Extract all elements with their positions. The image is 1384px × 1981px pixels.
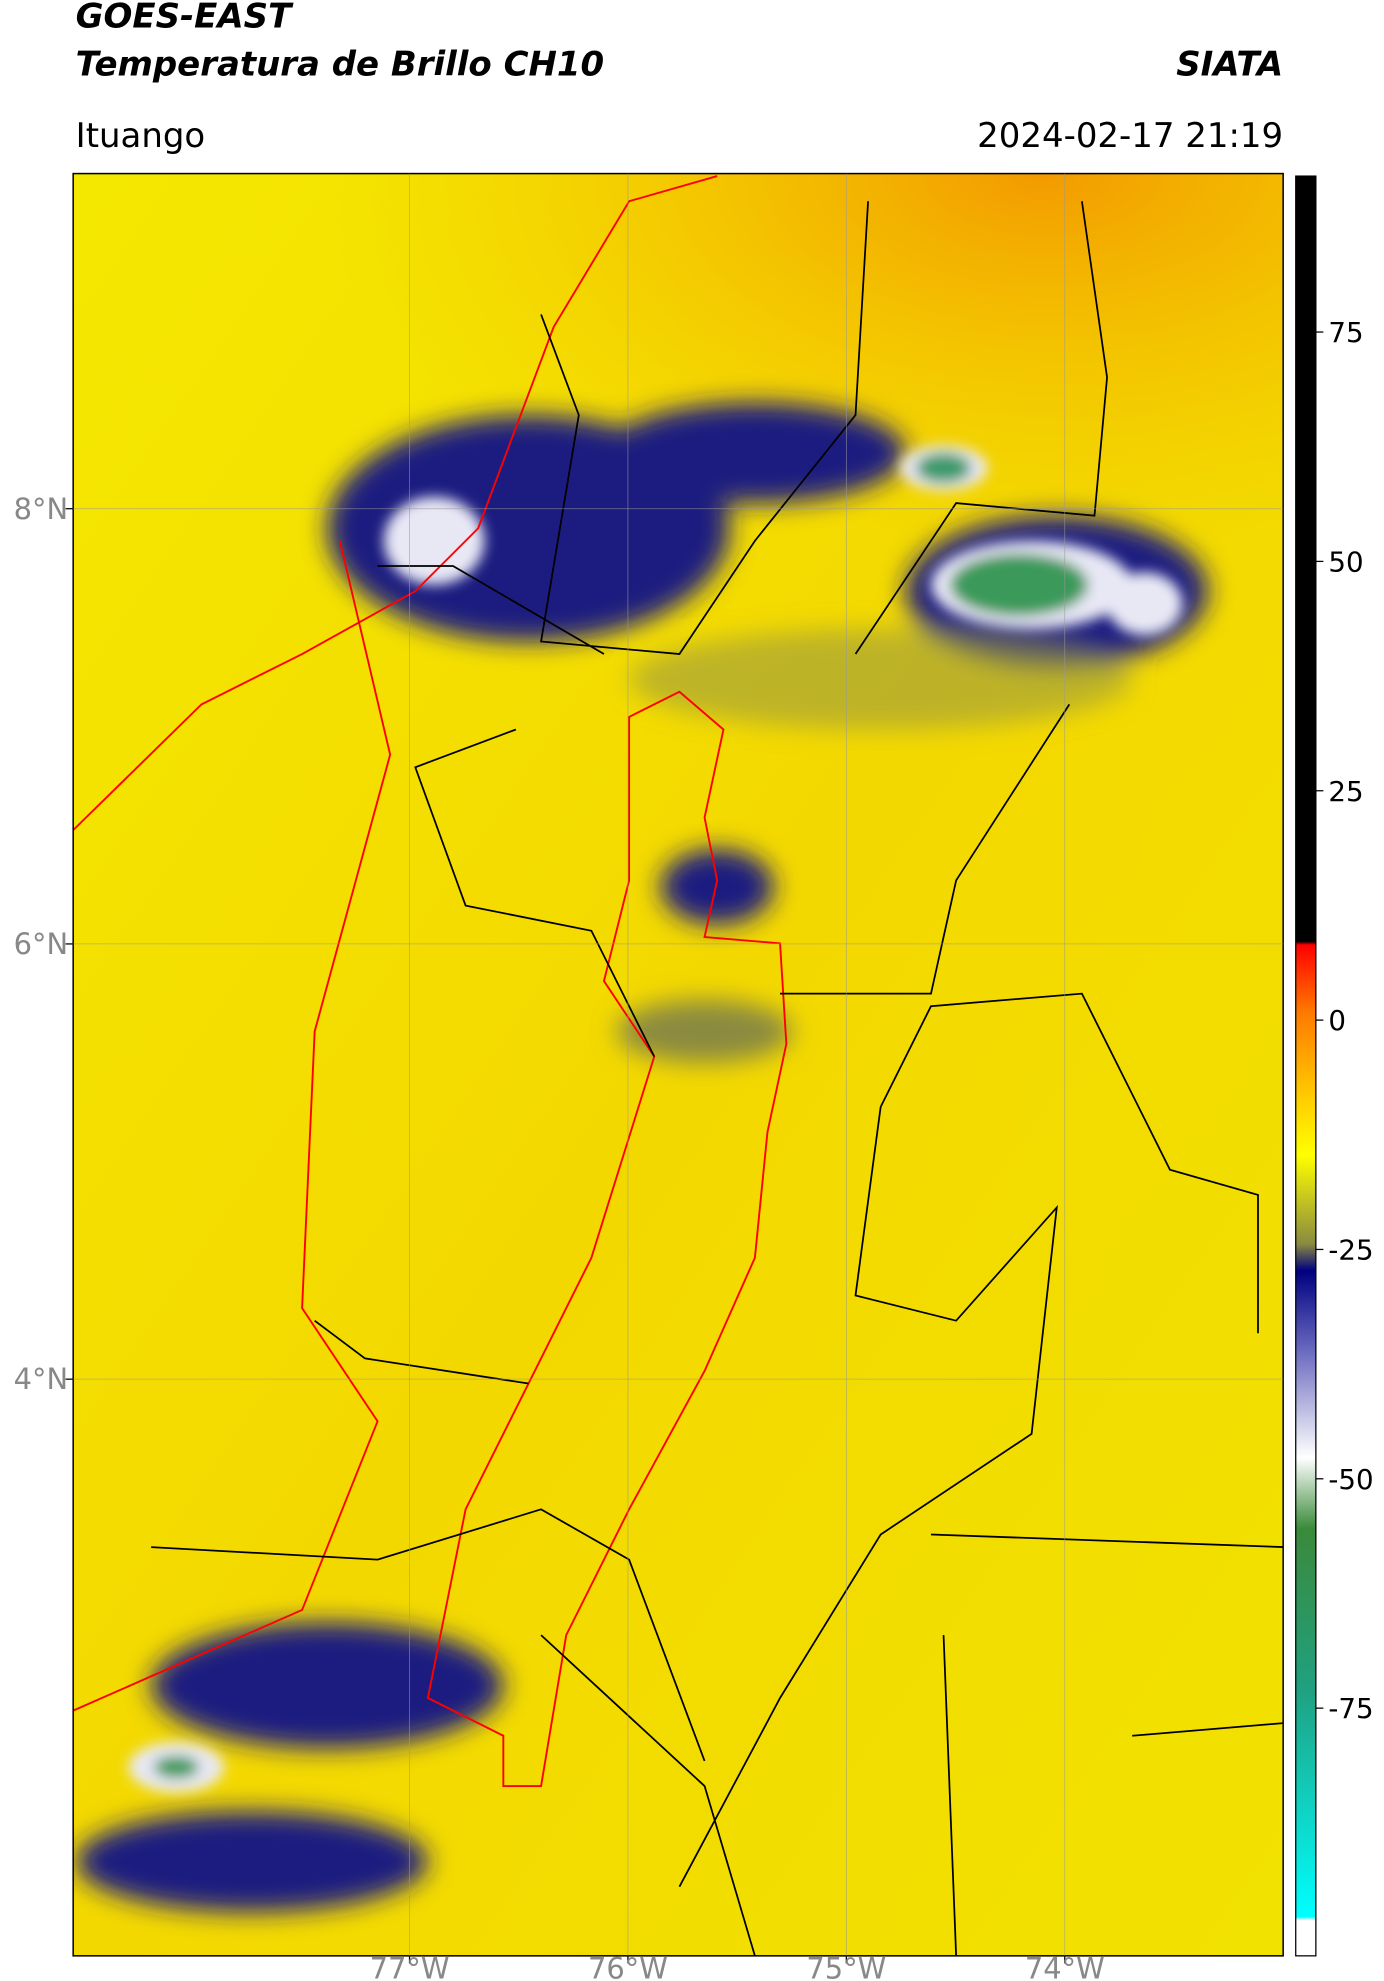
colorbar-tick-label: 25 (1328, 775, 1363, 808)
datetime: 2024-02-17 21:19 (977, 116, 1283, 156)
y-tick-label: 6°N (14, 927, 68, 961)
y-tick-label: 4°N (14, 1362, 68, 1396)
region: Ituango (76, 116, 206, 156)
colorbar-tick-label: 75 (1328, 316, 1363, 349)
colorbar (1295, 175, 1317, 1957)
y-tick-label: 8°N (14, 492, 68, 526)
x-tick-label: 77°W (370, 1951, 450, 1981)
subtitle: Temperatura de Brillo CH10 (76, 44, 604, 84)
x-tick-label: 74°W (1025, 1951, 1105, 1981)
x-tick-label: 76°W (588, 1951, 668, 1981)
colorbar-tick-label: -75 (1328, 1692, 1373, 1725)
map-frame (72, 172, 1284, 1957)
x-tick-label: 75°W (806, 1951, 886, 1981)
map-image (73, 173, 1284, 1956)
source: SIATA (1176, 44, 1283, 84)
colorbar-tick-label: -50 (1328, 1463, 1373, 1496)
colorbar-tick-label: 50 (1328, 545, 1363, 578)
colorbar-tick-label: 0 (1328, 1004, 1346, 1037)
colorbar-tick-label: -25 (1328, 1234, 1373, 1267)
title: GOES-EAST (76, 0, 294, 37)
